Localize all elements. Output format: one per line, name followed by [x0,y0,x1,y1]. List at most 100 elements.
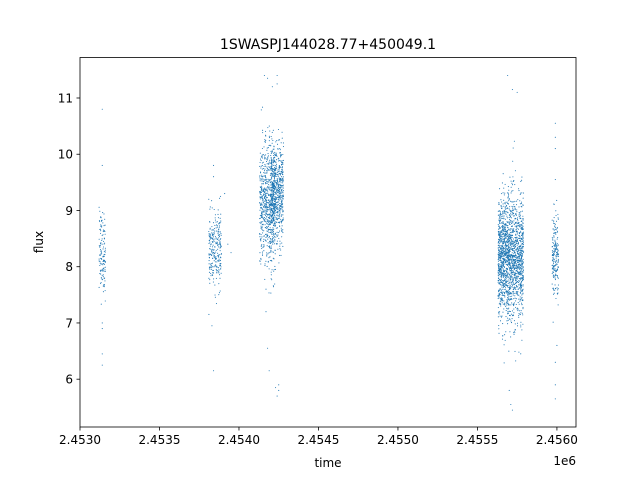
data-point [262,229,264,231]
data-point [520,202,522,205]
data-point [269,211,271,213]
y-tick-label: 6 [65,373,73,387]
data-point [498,233,501,235]
data-point [500,275,502,277]
data-point [553,251,555,253]
data-point [266,202,268,204]
data-point [518,316,520,318]
data-point [500,260,502,262]
data-point [260,109,262,111]
data-point [499,188,501,190]
data-point [506,268,508,270]
data-point [520,290,522,292]
data-point [262,180,264,182]
data-point [211,200,213,202]
data-point [506,256,508,258]
data-point [551,250,553,252]
data-point [553,261,555,263]
data-point [522,270,524,272]
data-point [270,205,272,207]
data-point [510,212,512,214]
data-point [269,224,271,226]
data-point [503,228,505,230]
data-point [501,300,503,302]
data-point [508,250,510,252]
data-point [265,139,267,141]
data-point [272,229,274,231]
data-point [516,244,518,246]
data-point [274,189,276,191]
data-point [522,278,524,280]
data-point [508,272,510,274]
data-point [278,232,280,234]
data-point [499,315,501,317]
data-point [501,215,503,217]
data-point [521,274,523,276]
data-point [281,225,283,227]
data-point [274,175,276,177]
data-point [516,200,518,202]
data-point [261,168,263,170]
data-point [497,231,500,233]
data-point [280,254,282,256]
data-point [518,255,520,257]
data-point [98,206,100,208]
data-point [515,298,517,300]
data-point [519,266,521,268]
data-point [499,233,501,235]
data-point [508,254,510,256]
data-point [510,238,512,240]
data-point [512,283,514,285]
data-point [278,185,280,187]
data-point [281,236,283,238]
data-point [208,233,210,235]
data-point [260,160,262,162]
data-point [214,294,216,296]
data-point [505,305,507,308]
data-point [509,209,511,211]
data-point [502,210,504,212]
data-point [551,283,553,285]
data-point [507,237,509,239]
data-point [278,165,280,167]
data-point [265,213,267,215]
data-point [211,234,213,236]
data-point [279,184,281,186]
data-point [499,265,501,267]
data-point [263,190,265,192]
data-point [266,226,268,228]
data-point [500,274,502,276]
data-point [264,168,266,170]
data-point [502,242,504,244]
data-point [260,263,262,265]
data-point [279,149,281,151]
data-point [259,260,261,262]
data-point [278,230,281,232]
data-point [273,228,275,230]
data-point [98,286,100,289]
data-point [513,245,515,247]
data-point [501,284,503,286]
data-point [518,263,520,265]
data-point [208,239,210,242]
data-point [509,256,512,258]
data-point [521,218,523,220]
data-point [511,254,513,256]
data-point [508,294,510,296]
data-point [268,209,270,211]
data-point [508,237,510,239]
data-point [272,218,274,220]
data-point [270,189,272,191]
data-point [505,309,507,312]
data-point [521,263,523,265]
data-point [211,226,213,228]
data-point [275,227,277,229]
data-point [507,224,509,227]
data-point [211,250,213,252]
data-point [268,194,270,196]
data-point [274,209,277,212]
data-point [269,227,271,229]
data-point [217,244,219,246]
data-point [508,246,510,248]
